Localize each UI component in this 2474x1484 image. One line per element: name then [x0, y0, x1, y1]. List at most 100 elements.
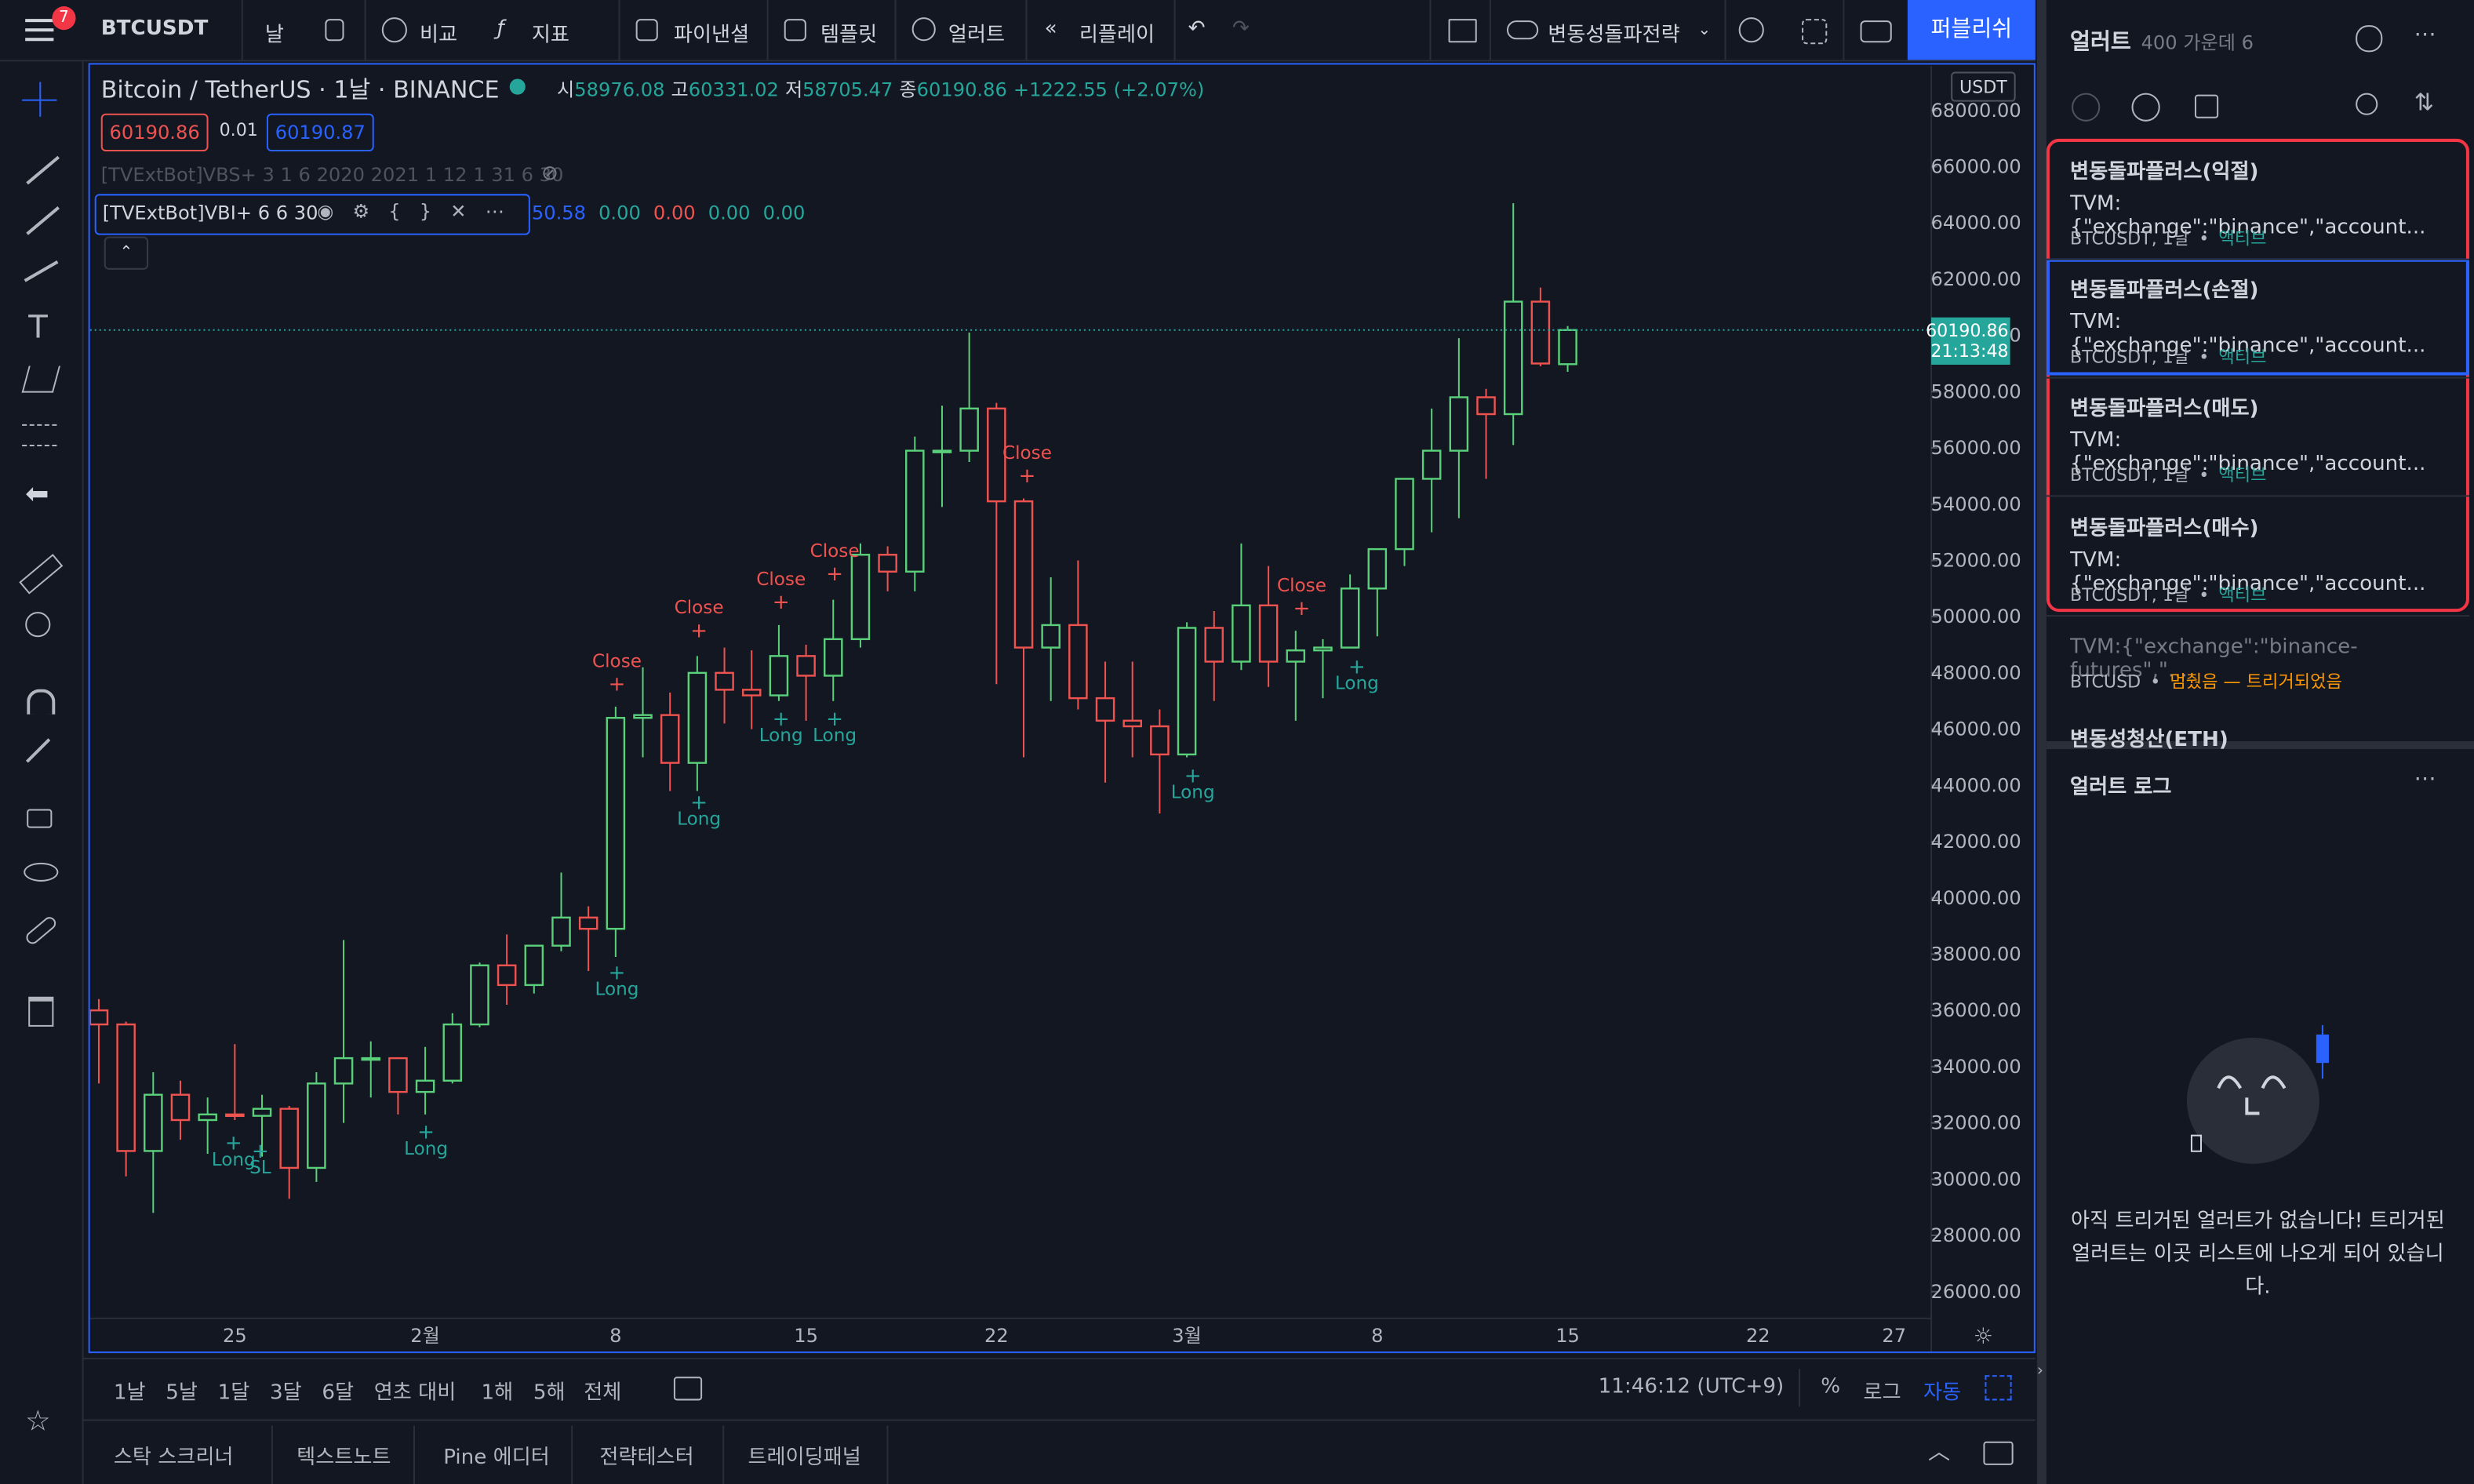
settings-icon[interactable] [1738, 17, 1764, 43]
pause-all[interactable] [2131, 93, 2160, 122]
fit-icon[interactable] [1985, 1375, 2012, 1401]
replay-icon[interactable]: « [1044, 17, 1057, 42]
favorites[interactable]: ☆ [25, 1405, 51, 1439]
collapse-legend[interactable]: ⌃ [104, 236, 149, 270]
fullscreen-icon[interactable] [1802, 19, 1828, 45]
range-button[interactable]: 전체 [584, 1381, 622, 1406]
templates[interactable]: 템플릿 [820, 24, 878, 48]
add-alert[interactable] [2356, 25, 2383, 53]
range-button[interactable]: 5날 [166, 1381, 198, 1406]
indicator-vbi[interactable]: [TVExtBot]VBI+ 6 6 30 [102, 202, 318, 224]
indicator-vbi-box[interactable] [94, 194, 530, 235]
alert-item[interactable]: 변동성청산(ETH) [2047, 710, 2466, 824]
trend-line-tool[interactable] [26, 155, 60, 184]
collapse-panel[interactable]: ︿ [1928, 1439, 1951, 1465]
goto-date[interactable] [673, 1377, 703, 1401]
visibility-tool[interactable] [24, 862, 59, 882]
log-menu[interactable]: ⋯ [2414, 766, 2436, 792]
ohlc-label: 저 [784, 78, 803, 101]
auto-scale[interactable]: 자동 [1923, 1381, 1962, 1406]
indicator-actions[interactable]: ◉⚙{}✕⋯ [317, 200, 523, 223]
range-button[interactable]: 5해 [533, 1381, 566, 1406]
buy-button[interactable]: 60190.87 [266, 113, 374, 152]
indicator-values: 50.58 0.00 0.00 0.00 0.00 [532, 202, 818, 224]
candle-body [633, 714, 653, 719]
range-button[interactable]: 1날 [113, 1381, 146, 1406]
compare[interactable]: 비교 [420, 24, 458, 48]
range-button[interactable]: 3달 [269, 1381, 302, 1406]
delete-tool[interactable] [28, 996, 54, 1027]
range-button[interactable]: 1해 [481, 1381, 514, 1406]
alert-item[interactable]: TVM:{"exchange":"binance-futures","... BT… [2047, 623, 2466, 737]
publish-button[interactable]: 퍼블리쉬 [1907, 0, 2036, 60]
drawing-toolbar: T ⬅ ☆ [0, 61, 84, 1484]
lock-drawing-tool[interactable] [25, 738, 50, 762]
divider [82, 1419, 2036, 1421]
fib-tool[interactable] [26, 206, 60, 235]
snapshot-icon[interactable] [1860, 20, 1892, 43]
indicator-vbs[interactable]: [TVExtBot]VBS+ 3 1 6 2020 2021 1 12 1 31… [100, 164, 564, 187]
symbol[interactable]: BTCUSDT [100, 17, 209, 42]
link-tool[interactable] [24, 914, 59, 947]
percent-scale[interactable]: % [1821, 1375, 1841, 1399]
interval[interactable]: 날 [264, 24, 285, 48]
alert-item[interactable]: 변동돌파플러스(익절) TVM:{"exchange":"binance","ac… [2047, 142, 2466, 256]
ruler-tool[interactable] [19, 554, 64, 595]
alert-item[interactable]: 변동돌파플러스(매도) TVM:{"exchange":"binance","ac… [2047, 379, 2466, 493]
fx-icon[interactable]: ƒ [497, 17, 504, 42]
replay[interactable]: 리플레이 [1079, 24, 1155, 48]
magnet-tool[interactable] [27, 689, 56, 715]
panel-toggle[interactable]: › [2036, 1362, 2043, 1380]
prediction-tool[interactable] [22, 424, 57, 447]
candle-body [442, 1023, 463, 1082]
indicators[interactable]: 지표 [531, 24, 569, 48]
hidden-icon[interactable]: ⊘ [540, 162, 558, 187]
templates-icon[interactable] [784, 19, 806, 42]
bottom-tab[interactable]: 전략테스터 [599, 1446, 694, 1470]
bottom-tab[interactable]: 스탁 스크리너 [113, 1446, 234, 1470]
x-tick-label: 27 [1882, 1325, 1906, 1347]
lock-tool[interactable] [27, 809, 53, 828]
undo[interactable]: ↶ [1188, 17, 1206, 42]
maximize-panel[interactable] [1983, 1441, 2014, 1465]
pattern-tool[interactable] [21, 366, 60, 393]
range-button[interactable]: 연초 대비 [373, 1381, 457, 1406]
layout-icon[interactable] [1448, 19, 1477, 43]
clone[interactable] [2194, 94, 2219, 118]
bottom-tab[interactable]: Pine 에디터 [443, 1446, 550, 1470]
y-tick-label: 56000.00 [1931, 437, 2021, 459]
range-button[interactable]: 1달 [217, 1381, 250, 1406]
sell-button[interactable]: 60190.86 [100, 113, 209, 152]
brush-tool[interactable] [24, 260, 58, 282]
cloud-icon[interactable] [1506, 20, 1539, 40]
search[interactable] [2356, 93, 2378, 115]
alert[interactable]: 얼러트 [948, 24, 1006, 48]
bottom-tab[interactable]: 트레이딩패널 [748, 1446, 861, 1470]
alert-icon[interactable] [911, 17, 936, 42]
zoom-tool[interactable] [25, 612, 51, 638]
alert-meta: BTCUSDT, 1날 • 액티브 [2070, 462, 2266, 487]
signal-marker: + [1348, 656, 1366, 679]
dropdown[interactable]: ⌄ [1697, 22, 1712, 40]
top-toolbar [0, 0, 2036, 62]
candle-body [1367, 547, 1388, 590]
log-scale[interactable]: 로그 [1863, 1381, 1901, 1406]
signal-marker: + [826, 707, 843, 731]
menu-button[interactable] [25, 19, 54, 42]
alert-item[interactable]: 변동돌파플러스(손절) TVM:{"exchange":"binance","ac… [2047, 260, 2466, 374]
y-tick-label: 32000.00 [1931, 1112, 2021, 1134]
sort[interactable]: ⇅ [2414, 88, 2434, 117]
signal-label: Close [1002, 443, 1052, 464]
back-tool[interactable]: ⬅ [25, 478, 49, 511]
bottom-tab[interactable]: 텍스트노트 [297, 1446, 391, 1470]
alert-menu[interactable]: ⋯ [2414, 22, 2436, 48]
financials[interactable]: 파이낸셜 [673, 24, 750, 48]
chart-type-icon[interactable] [325, 19, 344, 42]
financials-icon[interactable] [635, 19, 658, 42]
range-button[interactable]: 6달 [322, 1381, 355, 1406]
candle-body [769, 655, 789, 697]
alert-item[interactable]: 변동돌파플러스(매수) TVM:{"exchange":"binance","ac… [2047, 498, 2466, 612]
compare-icon[interactable] [381, 17, 407, 43]
text-tool[interactable]: T [28, 307, 48, 346]
strategy-layout[interactable]: 변동성돌파전략 [1548, 24, 1680, 48]
